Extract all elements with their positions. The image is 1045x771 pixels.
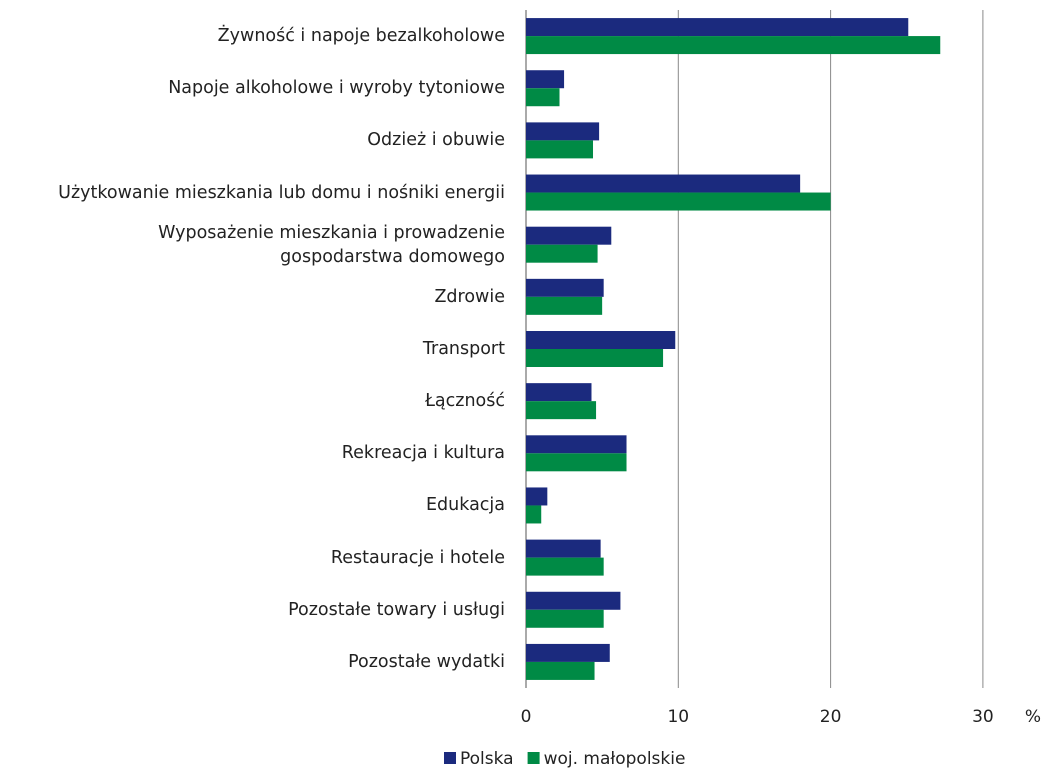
category-label: Zdrowie [434, 286, 505, 307]
bar [526, 609, 604, 628]
bar [526, 174, 801, 193]
category-label: Pozostałe towary i usługi [288, 599, 505, 620]
category-label: Pozostałe wydatki [348, 651, 505, 672]
x-tick-label: 30 [972, 707, 994, 727]
bar [526, 278, 604, 297]
legend-label: woj. małopolskie [544, 749, 686, 769]
bar [526, 140, 594, 159]
bar [526, 661, 595, 680]
category-label: Żywność i napoje bezalkoholowe [217, 26, 505, 47]
bar [526, 591, 621, 610]
category-label: Łączność [425, 391, 505, 412]
x-tick-label: 0 [521, 707, 532, 727]
bar [526, 539, 601, 558]
category-label: Odzież i obuwie [367, 130, 505, 151]
legend-swatch [444, 752, 456, 764]
bar [526, 36, 941, 55]
bar [526, 88, 560, 107]
bar [526, 70, 565, 89]
category-label: Restauracje i hotele [330, 547, 505, 568]
category-label: Rekreacja i kultura [341, 443, 505, 464]
bar [526, 505, 542, 524]
bar [526, 331, 676, 349]
legend-label: Polska [460, 749, 514, 769]
bar [526, 435, 627, 454]
bar [526, 244, 598, 263]
x-tick-label: 20 [820, 707, 842, 727]
category-label: Napoje alkoholowe i wyroby tytoniowe [168, 78, 505, 99]
x-axis-label: % [1025, 707, 1041, 727]
bar [526, 401, 597, 420]
bar [526, 453, 627, 472]
bar [526, 296, 603, 315]
bar [526, 383, 592, 402]
category-label: Użytkowanie mieszkania lub domu i nośnik… [58, 182, 505, 203]
bar [526, 226, 612, 245]
x-tick-label: 10 [667, 707, 689, 727]
bar [526, 643, 610, 662]
category-label: Wyposażenie mieszkania i prowadzenie gos… [158, 222, 505, 267]
category-label: Edukacja [425, 495, 505, 516]
bar [526, 122, 600, 141]
bar [526, 349, 664, 367]
legend-swatch [527, 752, 540, 764]
bar [526, 18, 909, 37]
bar [526, 557, 604, 576]
bar [526, 192, 831, 211]
category-label: Transport [422, 339, 505, 359]
bar [526, 487, 548, 506]
